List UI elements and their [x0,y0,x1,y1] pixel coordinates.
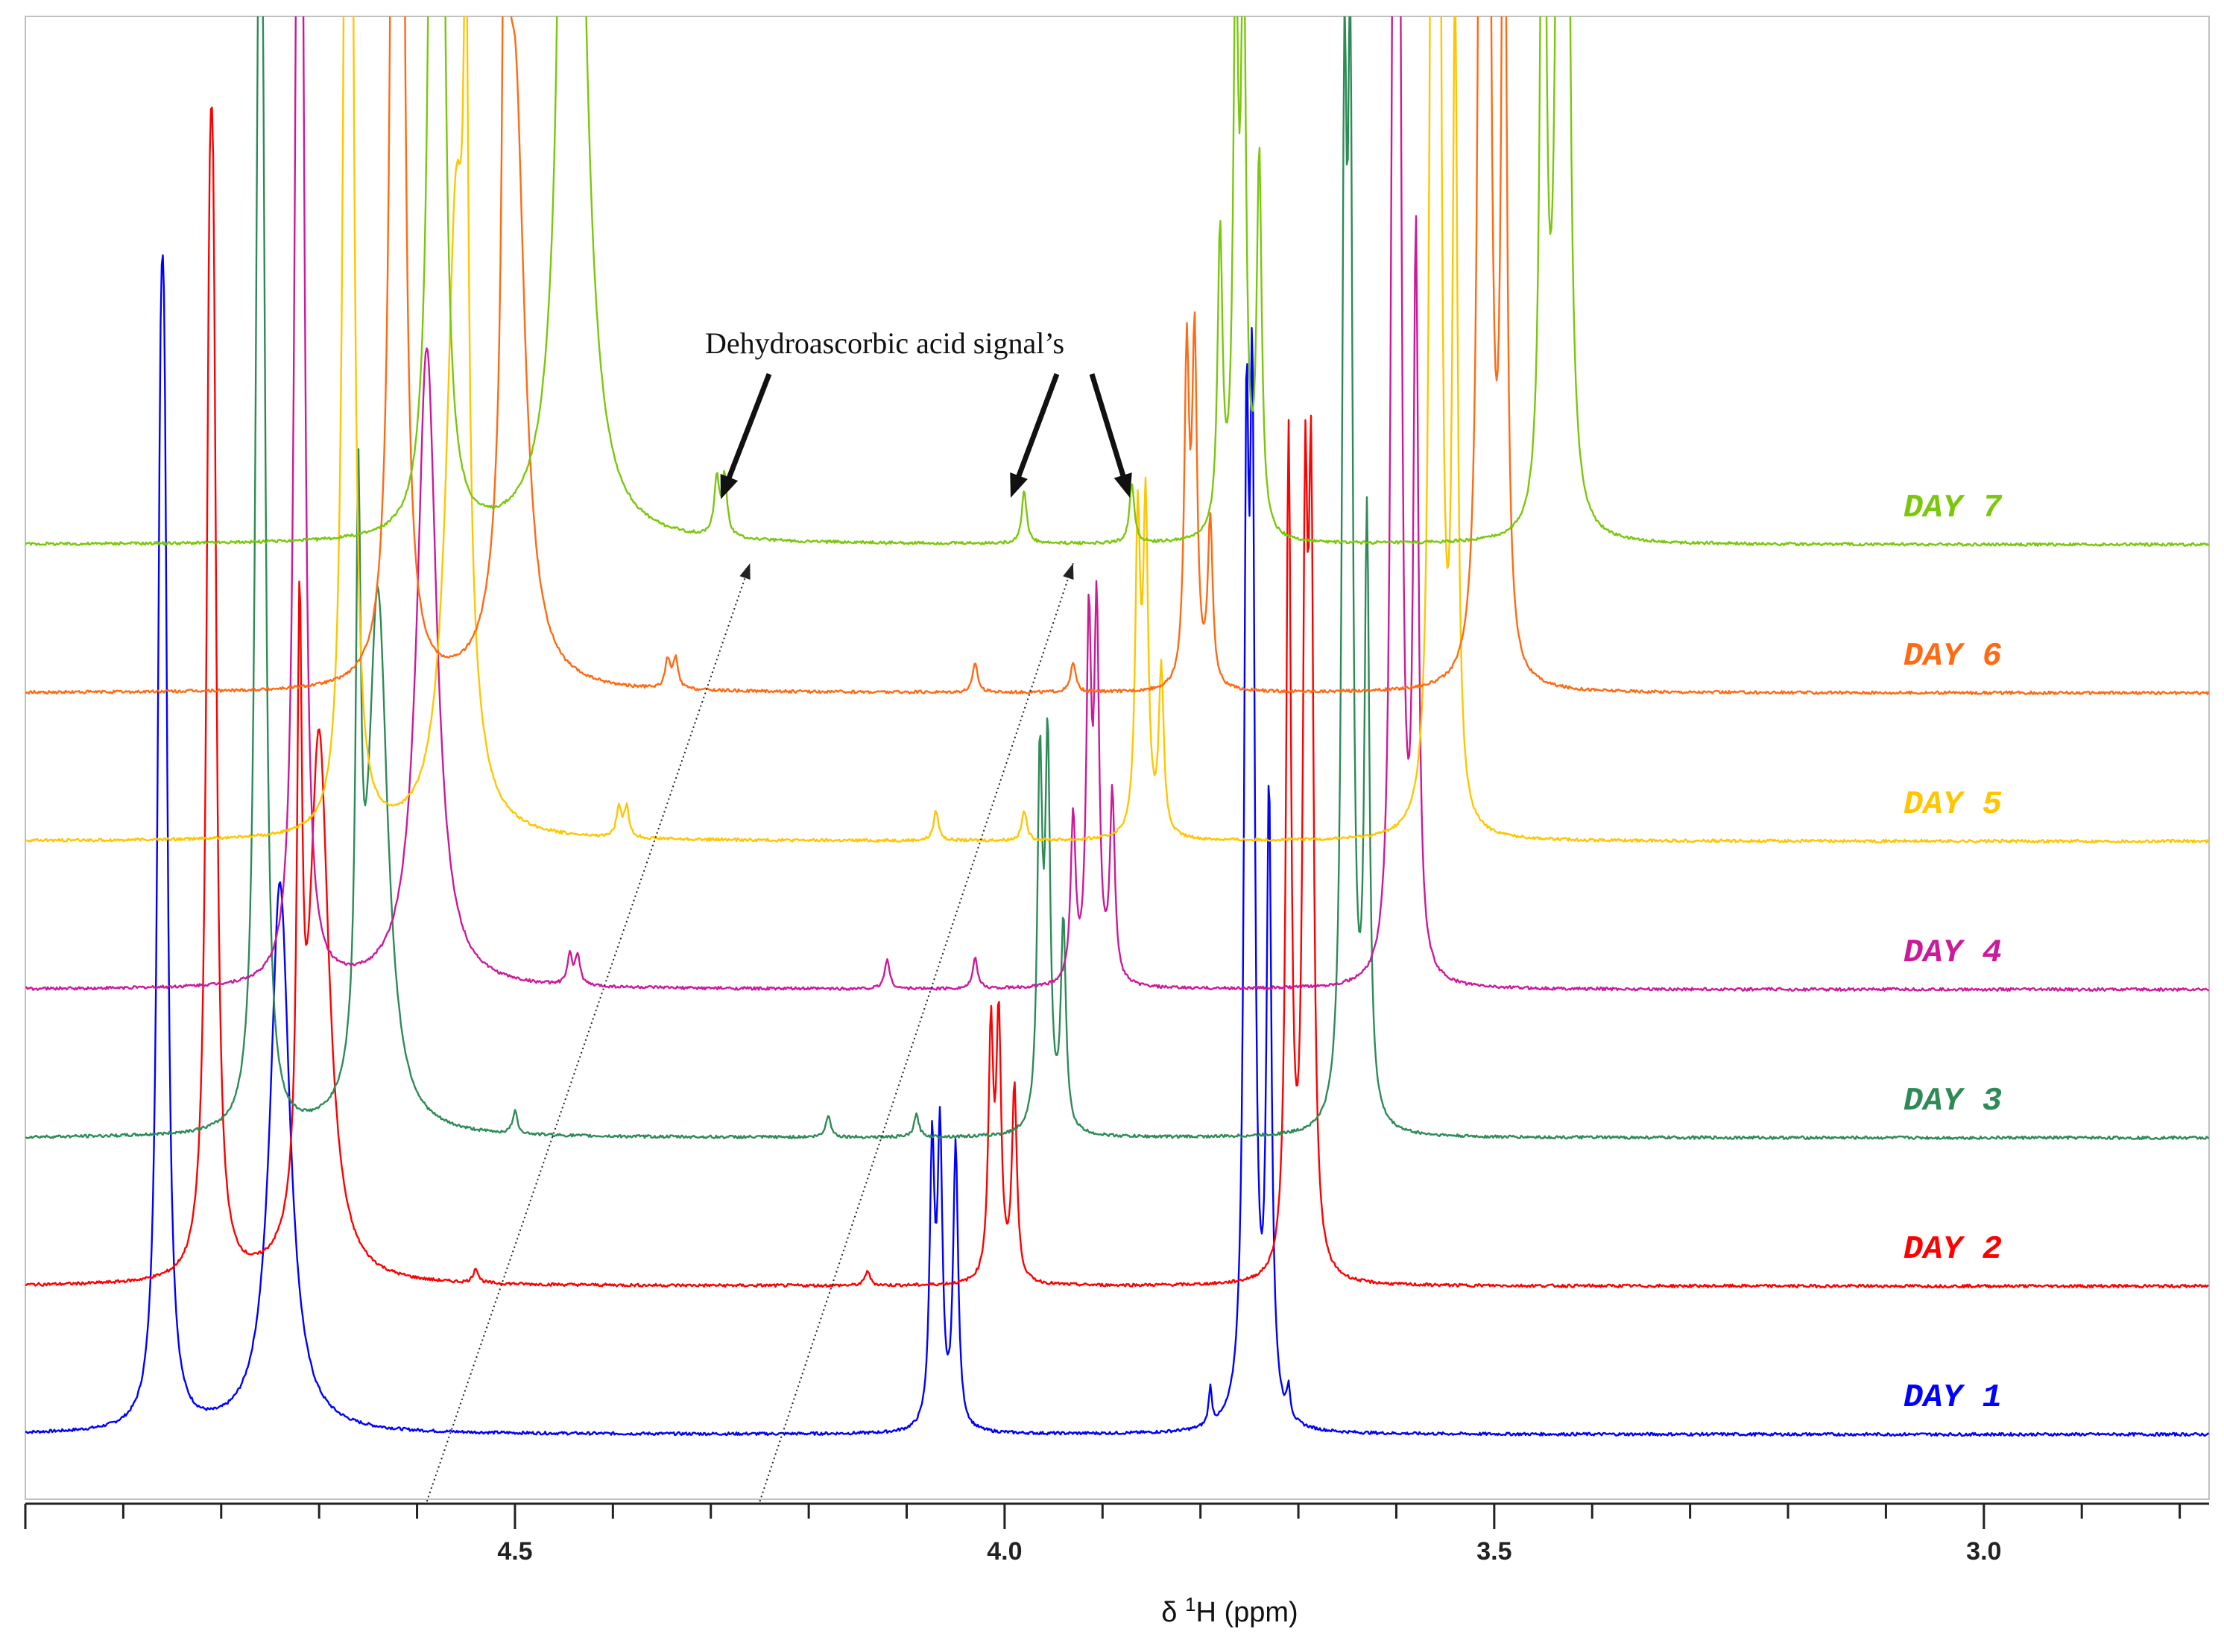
series-label-day-2: DAY 2 [1904,1231,2002,1268]
x-tick-label: 3.0 [1966,1537,2001,1566]
spectra-layer [25,16,2209,1437]
series-labels-layer: DAY 1 DAY 2 DAY 3 DAY 4 DAY 5 DAY 6 DAY 7 [1904,490,2003,1417]
series-label-day-5: DAY 5 [1904,786,2002,823]
trend-arrowhead-1 [739,563,751,580]
x-tick-label: 4.0 [987,1537,1022,1566]
trend-line-2 [759,563,1074,1502]
series-label-day-4: DAY 4 [1904,934,2002,972]
annotation-arrow-1 [724,373,772,484]
plot-frame [25,16,2210,1500]
annotation-arrow-3 [1089,373,1128,482]
spectrum-line-day-5 [25,16,2209,844]
spectrum-line-day-2 [25,107,2209,1289]
spectrum-line-day-3 [25,16,2209,1141]
spectrum-line-day-6 [25,16,2209,695]
x-tick-label: 4.5 [497,1537,532,1566]
series-label-day-1: DAY 1 [1904,1379,2002,1417]
annotation-arrowhead-3 [1113,472,1132,498]
spectrum-line-day-1 [25,254,2209,1437]
x-tick-label: 3.5 [1476,1537,1511,1566]
series-label-day-7: DAY 7 [1904,490,2003,527]
annotation-arrowhead-2 [1010,472,1028,498]
spectrum-line-day-7 [25,16,2209,547]
series-label-day-3: DAY 3 [1904,1083,2002,1120]
annotation-text: Dehydroascorbic acid signal’s [705,326,1064,360]
trend-lines-layer [426,563,1074,1502]
annotation-arrow-2 [1014,373,1060,482]
spectrum-line-day-4 [25,16,2209,993]
trend-arrowhead-2 [1063,563,1074,580]
annotation-layer: Dehydroascorbic acid signal’s [705,326,1132,499]
x-axis: 4.5 4.0 3.5 3.0 [24,1502,2209,1566]
annotation-arrowhead-1 [720,474,739,499]
series-label-day-6: DAY 6 [1904,638,2002,675]
trend-line-1 [426,563,751,1502]
x-axis-title: δ 1H (ppm) [1161,1593,1298,1628]
